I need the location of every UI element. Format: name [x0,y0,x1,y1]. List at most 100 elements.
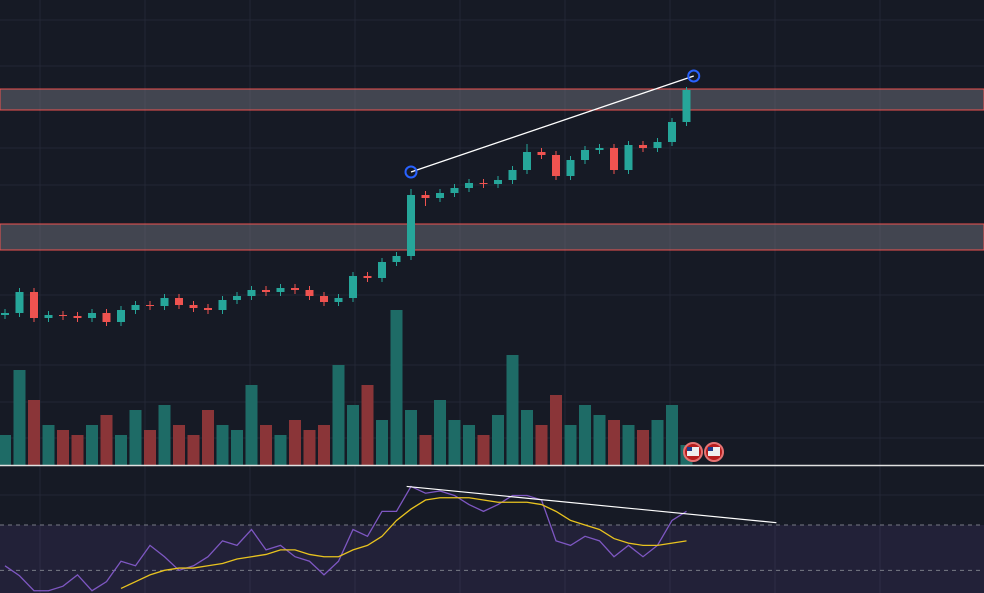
volume-bar [593,415,606,465]
volume-bar [637,430,649,465]
volume-bar [13,370,26,465]
candle-body [668,122,676,142]
volume-bar [332,365,345,465]
plot [0,69,984,593]
candle-body [291,288,299,290]
candle-body [349,276,357,298]
candle-body [653,142,662,148]
candle-body [610,148,618,170]
candle-body [131,305,140,310]
candle-body [233,296,241,300]
volume-bar [231,430,243,465]
candle-body [624,145,633,170]
candle-body [15,292,24,313]
volume-bar [202,410,214,465]
rsi-band [0,524,984,593]
candle-body [334,298,343,302]
candle-body [320,296,328,302]
volume-bar [86,425,98,465]
candle-body [450,188,459,193]
volume-bar [71,435,84,465]
volume-bar [0,435,11,465]
candle-body [494,180,502,184]
candle-body [160,298,169,306]
candle-body [73,316,82,318]
volume-bar [57,430,69,465]
volume-bar [361,385,374,465]
volume-bar [100,415,113,465]
candle-body [218,300,227,310]
volume-bar [492,415,504,465]
candle-body [421,195,430,198]
trendline-anchor [687,69,701,83]
candle-body [102,313,111,322]
volume-bar [535,425,548,465]
candle-body [146,305,154,306]
candle-body [552,155,560,176]
candle-body [537,152,546,155]
volume-bar [158,405,171,465]
candle-body [305,290,314,296]
candle-body [247,290,256,296]
volume-bar [115,435,127,465]
candle-body [581,150,589,160]
rsi-line [4,485,687,592]
volume-bar [405,410,417,465]
volume-bar [666,405,678,465]
volume-bar [245,385,258,465]
zone [0,88,984,111]
volume-bar [651,420,664,465]
candle-body [392,256,401,262]
volume-bar [347,405,359,465]
volume-bar [477,435,490,465]
candle-body [30,292,38,318]
rsi-line [120,497,687,590]
volume-bar [260,425,272,465]
candle-body [276,288,285,292]
volume-bar [303,430,316,465]
candle-body [59,315,67,316]
trendline-anchor [404,165,418,179]
candle-body [88,313,96,318]
candle-body [566,160,575,176]
candle-body [44,315,53,318]
volume-bar [129,410,142,465]
volume-bar [42,425,55,465]
volume-bar [187,435,200,465]
volume-bar [463,425,475,465]
volume-bar [376,420,388,465]
candle-body [189,305,198,308]
rsi-trendline [406,485,777,524]
volume-bar [289,420,301,465]
volume-bar [579,405,591,465]
volume-bar [608,420,620,465]
volume-bar [318,425,330,465]
candle-body [378,262,386,278]
volume-bar [564,425,577,465]
candle-body [523,152,531,170]
event-flags [683,442,724,462]
volume-bar [144,430,156,465]
candle-body [175,298,183,305]
volume-bar [550,395,562,465]
candle-body [682,90,691,122]
volume-bar [448,420,461,465]
volume-bar [173,425,185,465]
volume-bar [28,400,40,465]
volume-bar [521,410,533,465]
candle-body [465,183,473,188]
candle-body [595,148,604,150]
volume-bar [274,435,287,465]
volume-bar [216,425,229,465]
candle-body [117,310,125,322]
zone [0,223,984,251]
candle-body [508,170,517,180]
candle-body [639,145,647,148]
candle-body [479,183,488,184]
candle-body [407,195,415,256]
candle-body [436,193,444,198]
candle-body [1,313,9,315]
candle-body [204,308,212,310]
volume-bar [622,425,635,465]
